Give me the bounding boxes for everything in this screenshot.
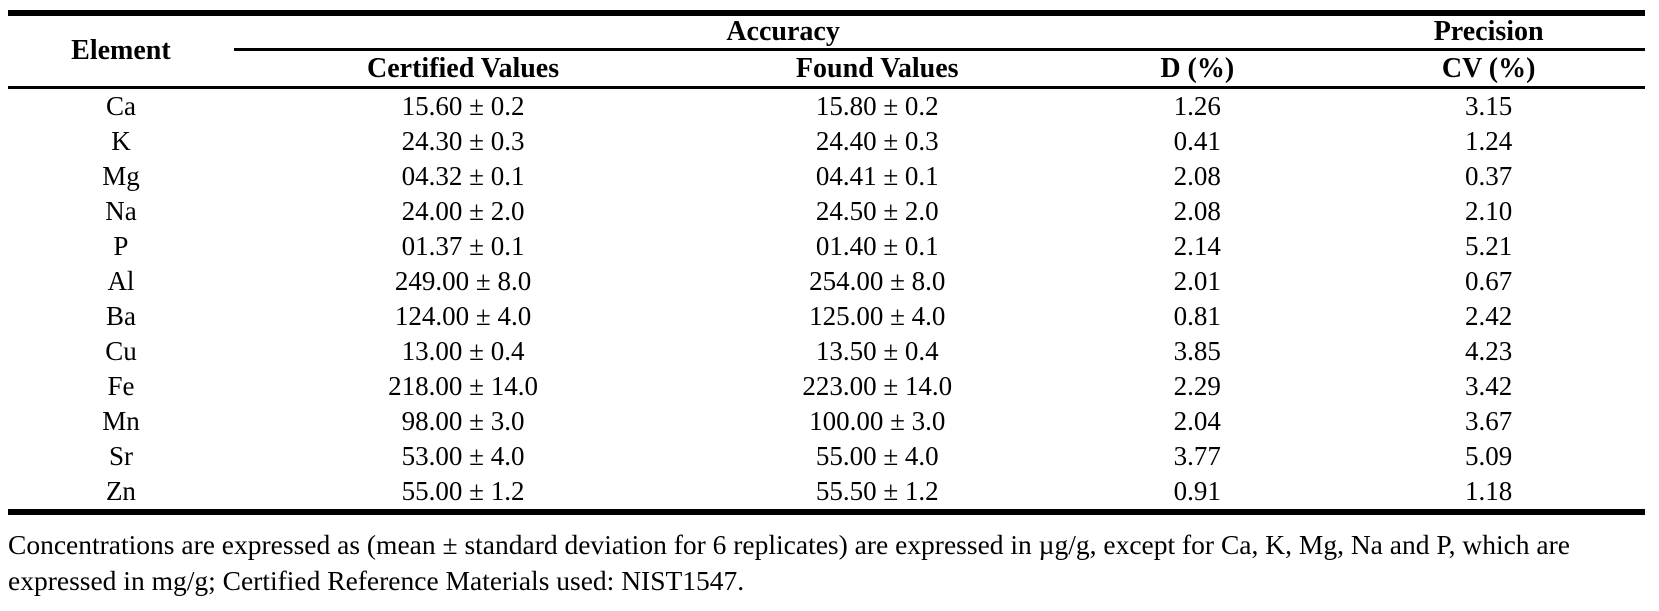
column-header-cv-percent: CV (%): [1332, 49, 1645, 89]
column-header-element: Element: [8, 13, 234, 89]
header-row-subcolumns: Certified Values Found Values D (%) CV (…: [8, 49, 1645, 89]
column-header-found-values: Found Values: [692, 49, 1063, 89]
cell-certified-value: 15.60 ± 0.2: [401, 91, 525, 121]
table-row: Na 24.00 ± 2.0 24.50 ± 2.0 2.08 2.10: [8, 194, 1645, 229]
cell-d-percent: 2.08: [1173, 196, 1221, 226]
table-footnote: Concentrations are expressed as (mean ± …: [8, 529, 1570, 596]
cell-found-value: 04.41 ± 0.1: [815, 161, 939, 191]
cell-d-percent: 0.91: [1173, 476, 1221, 506]
cell-d-percent: 0.41: [1173, 126, 1221, 156]
accuracy-precision-table: Element Accuracy Precision Certified Val…: [8, 10, 1645, 515]
table-header: Element Accuracy Precision Certified Val…: [8, 13, 1645, 89]
table-row: K 24.30 ± 0.3 24.40 ± 0.3 0.41 1.24: [8, 124, 1645, 159]
cell-cv-percent: 2.42: [1465, 301, 1513, 331]
cell-element: Cu: [105, 336, 137, 366]
cell-found-value: 13.50 ± 0.4: [815, 336, 939, 366]
cell-found-value: 100.00 ± 3.0: [809, 406, 946, 436]
table-row: Zn 55.00 ± 1.2 55.50 ± 1.2 0.91 1.18: [8, 474, 1645, 512]
cell-cv-percent: 5.09: [1465, 441, 1513, 471]
cell-element: Zn: [105, 476, 136, 506]
cell-found-value: 15.80 ± 0.2: [815, 91, 939, 121]
cell-cv-percent: 1.24: [1465, 126, 1513, 156]
table-row: P 01.37 ± 0.1 01.40 ± 0.1 2.14 5.21: [8, 229, 1645, 264]
table-row: Ca 15.60 ± 0.2 15.80 ± 0.2 1.26 3.15: [8, 88, 1645, 125]
cell-d-percent: 2.14: [1173, 231, 1221, 261]
column-group-accuracy: Accuracy: [233, 13, 1333, 51]
cell-cv-percent: 5.21: [1465, 231, 1513, 261]
cell-element: Mg: [102, 161, 140, 191]
cell-d-percent: 3.77: [1173, 441, 1221, 471]
cell-certified-value: 24.30 ± 0.3: [401, 126, 525, 156]
cell-certified-value: 04.32 ± 0.1: [401, 161, 525, 191]
table-row: Al 249.00 ± 8.0 254.00 ± 8.0 2.01 0.67: [8, 264, 1645, 299]
cell-element: Fe: [107, 371, 135, 401]
column-header-d-percent: D (%): [1062, 49, 1333, 89]
table-body: Ca 15.60 ± 0.2 15.80 ± 0.2 1.26 3.15 K 2…: [8, 88, 1645, 513]
table-row: Cu 13.00 ± 0.4 13.50 ± 0.4 3.85 4.23: [8, 334, 1645, 369]
cell-element: Na: [105, 196, 137, 226]
cell-cv-percent: 3.42: [1465, 371, 1513, 401]
cell-element: Ba: [105, 301, 136, 331]
cell-cv-percent: 0.37: [1465, 161, 1513, 191]
cell-cv-percent: 1.18: [1465, 476, 1513, 506]
header-row-groups: Element Accuracy Precision: [8, 13, 1645, 89]
cell-found-value: 01.40 ± 0.1: [815, 231, 939, 261]
cell-certified-value: 24.00 ± 2.0: [401, 196, 525, 226]
cell-certified-value: 55.00 ± 1.2: [401, 476, 525, 506]
table-row: Sr 53.00 ± 4.0 55.00 ± 4.0 3.77 5.09: [8, 439, 1645, 474]
cell-element: K: [111, 126, 131, 156]
cell-certified-value: 13.00 ± 0.4: [401, 336, 525, 366]
cell-d-percent: 3.85: [1173, 336, 1221, 366]
cell-cv-percent: 3.15: [1465, 91, 1513, 121]
cell-found-value: 223.00 ± 14.0: [802, 371, 953, 401]
cell-cv-percent: 0.67: [1465, 266, 1513, 296]
column-group-precision: Precision: [1332, 13, 1645, 51]
cell-certified-value: 53.00 ± 4.0: [401, 441, 525, 471]
cell-element: Mn: [102, 406, 140, 436]
cell-element: Al: [107, 266, 135, 296]
cell-found-value: 55.00 ± 4.0: [815, 441, 939, 471]
table-row: Ba 124.00 ± 4.0 125.00 ± 4.0 0.81 2.42: [8, 299, 1645, 334]
cell-certified-value: 01.37 ± 0.1: [401, 231, 525, 261]
cell-cv-percent: 3.67: [1465, 406, 1513, 436]
cell-element: P: [113, 231, 129, 261]
column-header-certified-values: Certified Values: [233, 49, 693, 89]
cell-found-value: 125.00 ± 4.0: [809, 301, 946, 331]
cell-element: Ca: [105, 91, 136, 121]
table-row: Mg 04.32 ± 0.1 04.41 ± 0.1 2.08 0.37: [8, 159, 1645, 194]
cell-d-percent: 2.04: [1173, 406, 1221, 436]
cell-certified-value: 124.00 ± 4.0: [394, 301, 532, 331]
table-row: Fe 218.00 ± 14.0 223.00 ± 14.0 2.29 3.42: [8, 369, 1645, 404]
table-row: Mn 98.00 ± 3.0 100.00 ± 3.0 2.04 3.67: [8, 404, 1645, 439]
cell-cv-percent: 4.23: [1465, 336, 1513, 366]
cell-found-value: 55.50 ± 1.2: [815, 476, 939, 506]
cell-d-percent: 0.81: [1173, 301, 1221, 331]
cell-d-percent: 2.08: [1173, 161, 1221, 191]
cell-certified-value: 98.00 ± 3.0: [401, 406, 525, 436]
cell-certified-value: 218.00 ± 14.0: [388, 371, 538, 401]
cell-cv-percent: 2.10: [1465, 196, 1513, 226]
cell-found-value: 254.00 ± 8.0: [809, 266, 946, 296]
cell-found-value: 24.40 ± 0.3: [815, 126, 939, 156]
cell-found-value: 24.50 ± 2.0: [815, 196, 939, 226]
cell-element: Sr: [108, 441, 133, 471]
cell-certified-value: 249.00 ± 8.0: [394, 266, 532, 296]
cell-d-percent: 2.01: [1173, 266, 1221, 296]
cell-d-percent: 2.29: [1173, 371, 1221, 401]
cell-d-percent: 1.26: [1173, 91, 1221, 121]
